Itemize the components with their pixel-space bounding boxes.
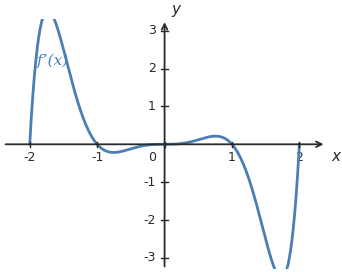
Text: -3: -3 — [143, 251, 156, 264]
Text: 0: 0 — [148, 151, 156, 164]
Text: -1: -1 — [91, 151, 103, 164]
Text: 3: 3 — [148, 24, 156, 37]
Text: 1: 1 — [228, 151, 236, 164]
Text: 1: 1 — [148, 100, 156, 113]
Text: 2: 2 — [148, 62, 156, 75]
Text: f’(x): f’(x) — [37, 53, 69, 68]
Text: y: y — [171, 2, 180, 17]
Text: -1: -1 — [143, 176, 156, 189]
Text: -2: -2 — [143, 214, 156, 227]
Text: x: x — [331, 149, 340, 164]
Text: -2: -2 — [24, 151, 36, 164]
Text: 2: 2 — [295, 151, 303, 164]
